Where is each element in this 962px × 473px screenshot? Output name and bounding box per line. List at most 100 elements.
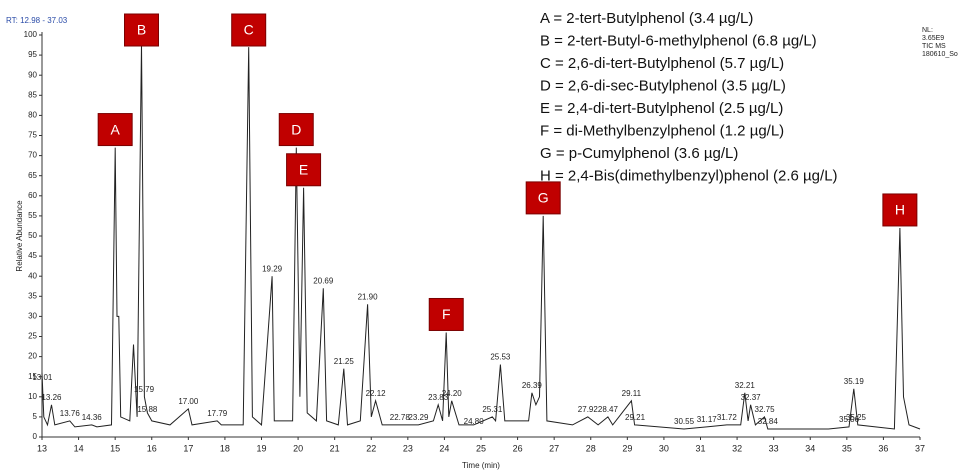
- y-tick-label: 35: [28, 291, 37, 300]
- y-tick-label: 45: [28, 251, 37, 260]
- y-tick-label: 50: [28, 231, 37, 240]
- peak-marker: [286, 153, 322, 187]
- y-tick-label: 75: [28, 131, 37, 140]
- peak-label: 31.17: [697, 415, 718, 424]
- peak-label: 32.37: [741, 393, 762, 402]
- x-tick-label: 17: [183, 443, 193, 453]
- x-tick-label: 27: [549, 443, 559, 453]
- info-line: TIC MS: [922, 43, 946, 50]
- peak-label: 20.69: [313, 276, 334, 285]
- peak-label: 24.80: [464, 417, 485, 426]
- peak-label: 22.12: [366, 389, 387, 398]
- x-tick-label: 18: [220, 443, 230, 453]
- x-tick-label: 13: [37, 443, 47, 453]
- x-tick-label: 25: [476, 443, 486, 453]
- x-tick-label: 37: [915, 443, 925, 453]
- x-tick-label: 20: [293, 443, 303, 453]
- y-tick-label: 40: [28, 271, 37, 280]
- peak-label: 28.47: [598, 405, 619, 414]
- x-tick-label: 32: [732, 443, 742, 453]
- peak-label: 15.79: [134, 385, 155, 394]
- x-tick-label: 14: [74, 443, 84, 453]
- peak-marker: [525, 181, 561, 215]
- y-tick-label: 0: [33, 432, 38, 441]
- peak-label: 23.83: [428, 393, 449, 402]
- y-tick-label: 10: [28, 392, 37, 401]
- peak-label: 13.76: [60, 409, 81, 418]
- y-tick-label: 15: [28, 372, 37, 381]
- peak-label: 13.26: [41, 393, 62, 402]
- range-label: RT: 12.98 - 37.03: [6, 16, 68, 25]
- peak-marker-label: C: [244, 22, 254, 38]
- x-tick-label: 26: [513, 443, 523, 453]
- y-tick-label: 5: [33, 412, 38, 421]
- legend-line: B = 2-tert-Butyl-6-methylphenol (6.8 µg/…: [540, 32, 817, 49]
- x-axis-label: Time (min): [462, 461, 500, 470]
- peak-marker: [882, 193, 918, 227]
- peak-label: 23.29: [408, 413, 429, 422]
- x-tick-label: 34: [805, 443, 815, 453]
- x-tick-label: 36: [878, 443, 888, 453]
- peak-label: 30.55: [674, 417, 695, 426]
- peak-label: 31.72: [717, 413, 738, 422]
- peak-marker-label: A: [110, 121, 120, 137]
- x-tick-label: 33: [769, 443, 779, 453]
- peak-label: 35.06: [839, 415, 860, 424]
- legend-line: H = 2,4-Bis(dimethylbenzyl)phenol (2.6 µ…: [540, 167, 838, 184]
- legend-line: E = 2,4-di-tert-Butylphenol (2.5 µg/L): [540, 100, 783, 117]
- x-tick-label: 21: [330, 443, 340, 453]
- peak-label: 21.90: [358, 292, 379, 301]
- x-tick-label: 22: [366, 443, 376, 453]
- peak-label: 22.78: [390, 413, 411, 422]
- y-tick-label: 95: [28, 50, 37, 59]
- legend-line: C = 2,6-di-tert-Butylphenol (5.7 µg/L): [540, 55, 784, 72]
- peak-marker-label: E: [299, 161, 308, 177]
- y-tick-label: 90: [28, 70, 37, 79]
- x-tick-label: 23: [403, 443, 413, 453]
- peak-label: 19.29: [262, 264, 283, 273]
- peak-label: 32.21: [735, 381, 756, 390]
- x-tick-label: 28: [586, 443, 596, 453]
- y-tick-label: 65: [28, 171, 37, 180]
- peak-label: 15.88: [137, 405, 158, 414]
- peak-label: 29.11: [622, 389, 642, 398]
- peak-label: 35.19: [844, 377, 865, 386]
- x-tick-label: 30: [659, 443, 669, 453]
- peak-label: 13.01: [32, 373, 53, 382]
- y-tick-label: 70: [28, 151, 37, 160]
- x-tick-label: 15: [110, 443, 120, 453]
- peak-marker: [428, 297, 464, 331]
- peak-label: 29.21: [625, 413, 646, 422]
- peak-marker: [278, 113, 314, 147]
- peak-marker-label: G: [538, 190, 549, 206]
- peak-marker-label: D: [291, 121, 301, 137]
- x-tick-label: 31: [695, 443, 705, 453]
- peak-label: 17.00: [178, 397, 199, 406]
- peak-label: 17.79: [207, 409, 228, 418]
- info-line: 180610_So: [922, 51, 958, 58]
- y-tick-label: 60: [28, 191, 37, 200]
- legend-line: F = di-Methylbenzylphenol (1.2 µg/L): [540, 122, 784, 139]
- peak-label: 25.31: [482, 405, 503, 414]
- peak-label: 25.53: [490, 353, 511, 362]
- y-axis-label: Relative Abundance: [15, 200, 24, 272]
- y-tick-label: 55: [28, 211, 37, 220]
- peak-label: 24.20: [442, 389, 463, 398]
- y-tick-label: 20: [28, 352, 37, 361]
- y-tick-label: 100: [24, 30, 38, 39]
- y-tick-label: 85: [28, 90, 37, 99]
- x-tick-label: 29: [622, 443, 632, 453]
- legend-line: D = 2,6-di-sec-Butylphenol (3.5 µg/L): [540, 77, 786, 94]
- peak-marker-label: H: [895, 202, 905, 218]
- trace: [41, 42, 921, 430]
- legend-line: A = 2-tert-Butylphenol (3.4 µg/L): [540, 10, 753, 27]
- peak-label: 32.84: [758, 417, 779, 426]
- peak-label: 14.36: [82, 413, 103, 422]
- info-line: 3.65E9: [922, 35, 944, 42]
- peak-label: 21.25: [334, 357, 355, 366]
- x-tick-label: 19: [256, 443, 266, 453]
- peak-label: 35.25: [846, 413, 867, 422]
- x-tick-label: 24: [439, 443, 449, 453]
